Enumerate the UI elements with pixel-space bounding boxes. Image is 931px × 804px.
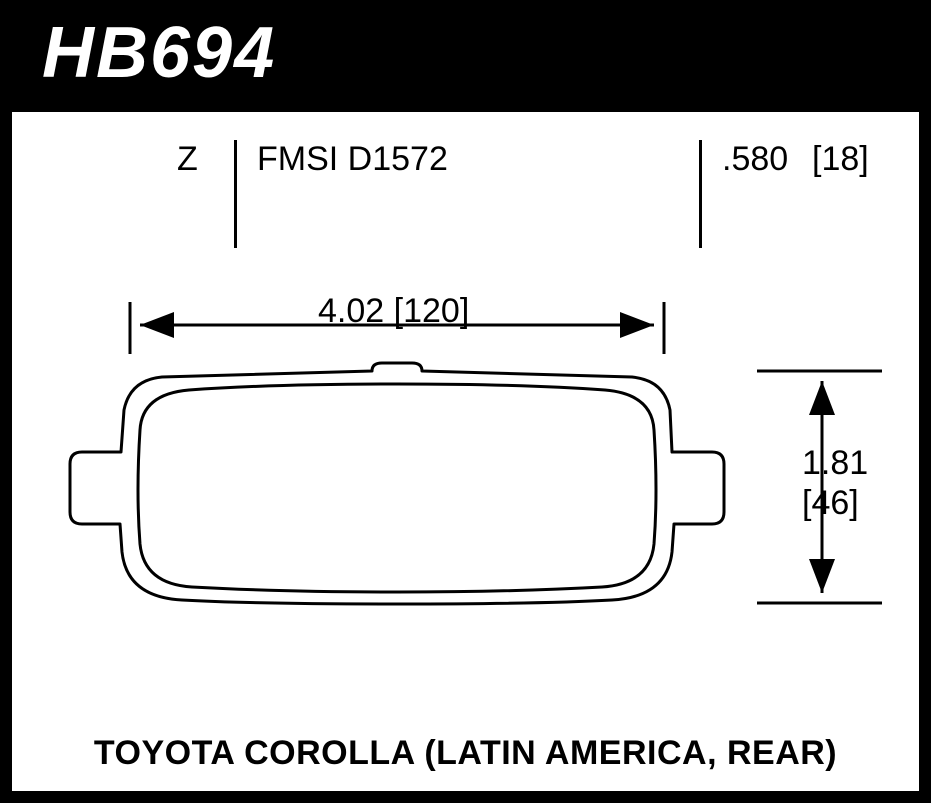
application-label: TOYOTA COROLLA (LATIN AMERICA, REAR)	[12, 734, 919, 773]
content-frame: Z FMSI D1572 .580 [18] 4.02 [120] 1.81 […	[0, 112, 931, 803]
spec-divider-2	[699, 140, 702, 248]
brake-pad-outline	[70, 363, 724, 604]
dimension-svg	[12, 302, 922, 732]
spec-row: Z FMSI D1572 .580 [18]	[12, 140, 919, 250]
spec-thickness-mm: [18]	[812, 140, 869, 179]
spec-thickness-in: .580	[722, 140, 788, 179]
spec-fmsi: FMSI D1572	[257, 140, 448, 179]
spec-compound: Z	[177, 140, 198, 179]
header-bar: HB694	[0, 0, 931, 112]
part-number: HB694	[42, 13, 276, 93]
diagram-area: 4.02 [120] 1.81 [46]	[12, 302, 919, 732]
spec-divider-1	[234, 140, 237, 248]
